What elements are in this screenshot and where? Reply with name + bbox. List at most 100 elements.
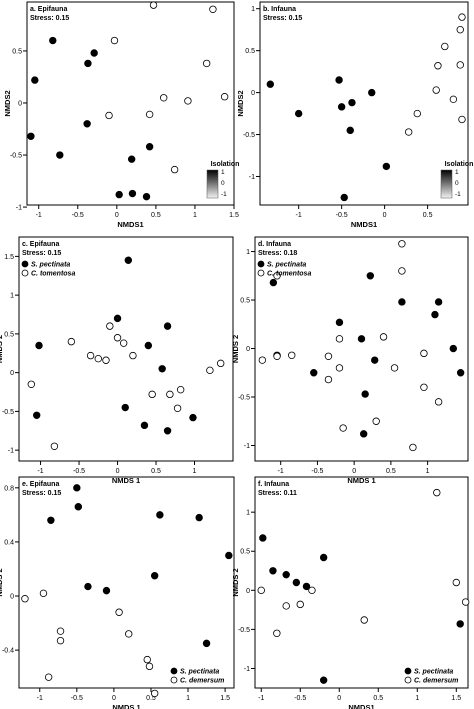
- point-open: [150, 689, 159, 698]
- point-open: [148, 390, 156, 399]
- point-open: [360, 616, 368, 624]
- point-open: [209, 5, 217, 13]
- point-open: [102, 356, 110, 364]
- y-tick-label: 0: [246, 588, 250, 595]
- point-open: [379, 333, 388, 341]
- stress-label: Stress: 0.15: [22, 490, 61, 497]
- legend-tick-label: 0: [455, 180, 459, 187]
- point-open: [67, 337, 76, 346]
- point-filled: [189, 413, 197, 422]
- point-open: [308, 586, 316, 595]
- y-tick-label: 0: [251, 90, 255, 97]
- panel-title: e. Epifauna: [22, 481, 59, 488]
- stress-label: Stress: 0.15: [263, 15, 302, 22]
- y-tick-label: -0.5: [2, 409, 14, 416]
- panel-a: -1 -0.5 0 0.5 1 1.5 -1 -0.5 0 0.5 NMDS1 NMDS2 a. Epi…: [3, 1, 240, 229]
- legend-entry: S. pectinata: [267, 262, 306, 269]
- point-open: [456, 25, 464, 34]
- point-open: [335, 335, 344, 343]
- x-tick-label: -1: [258, 695, 264, 702]
- point-filled: [431, 310, 439, 319]
- point-filled: [259, 534, 267, 542]
- legend-title: Isolation: [211, 161, 240, 168]
- y-axis-label: NMDS 2: [231, 568, 240, 596]
- point-open: [404, 128, 413, 136]
- legend-tick-label: -1: [455, 191, 461, 198]
- point-open: [113, 334, 122, 342]
- point-open: [119, 339, 128, 347]
- legend-tick-label: 0: [221, 180, 225, 187]
- point-open: [420, 383, 428, 392]
- x-tick-label: -1: [36, 212, 42, 219]
- point-filled: [449, 344, 458, 353]
- y-tick-label: -0.4: [2, 648, 14, 655]
- y-tick-label: -0.5: [238, 395, 250, 402]
- point-filled: [102, 586, 111, 595]
- legend-marker-filled: [21, 260, 29, 268]
- point-filled: [294, 109, 303, 118]
- point-filled: [195, 513, 203, 522]
- point-filled: [144, 341, 153, 350]
- point-open: [324, 375, 333, 384]
- x-tick-label: -0.5: [73, 468, 85, 475]
- point-filled: [150, 572, 159, 580]
- point-filled: [292, 578, 301, 587]
- point-open: [372, 417, 380, 425]
- y-axis-label: NMDS2: [3, 90, 12, 116]
- point-filled: [348, 98, 356, 107]
- legend-entry: C. demersum: [180, 678, 224, 685]
- panel-title: d. Infauna: [258, 241, 291, 248]
- legend-marker-filled: [257, 260, 265, 268]
- point-open: [220, 93, 229, 101]
- point-open: [420, 349, 428, 358]
- point-filled: [127, 155, 136, 163]
- point-open: [143, 655, 151, 664]
- legend-entry: S. pectinata: [31, 262, 70, 269]
- stress-label: Stress: 0.18: [258, 250, 297, 257]
- legend-marker-open: [21, 269, 29, 277]
- point-open: [398, 240, 406, 248]
- y-tick-label: 0: [246, 346, 250, 353]
- panel-d: -1 -0.5 0 0.5 1 -1 -0.5 0 0.5 1 NMDS 1 NMDS 2 d. Inf…: [231, 236, 469, 485]
- point-open: [166, 390, 174, 399]
- point-filled: [35, 341, 43, 350]
- y-tick-label: -1: [249, 174, 255, 181]
- point-open: [273, 272, 281, 280]
- isolation-gradient-bar: [440, 169, 453, 199]
- y-tick-label: -0.5: [243, 132, 255, 139]
- x-tick-label: 1: [186, 695, 190, 702]
- point-open: [106, 322, 114, 330]
- point-filled: [225, 551, 233, 560]
- x-tick-label: 0.5: [386, 468, 396, 475]
- x-tick-label: 1: [426, 468, 430, 475]
- point-filled: [121, 403, 129, 412]
- point-filled: [269, 567, 277, 575]
- point-open: [202, 59, 211, 68]
- stress-label: Stress: 0.15: [30, 15, 69, 22]
- panel-c: -1 -0.5 0 0.5 1 -1 -0.5 0 0.5 1 1.5 NMDS 1 NMDS 2 c. …: [0, 236, 234, 485]
- y-tick-label: -1: [244, 443, 250, 450]
- isolation-gradient-bar: [206, 169, 219, 199]
- point-open: [129, 351, 137, 360]
- x-tick-label: 0: [383, 212, 387, 219]
- point-filled: [140, 421, 149, 430]
- point-filled: [269, 278, 278, 287]
- point-open: [432, 86, 440, 94]
- point-filled: [163, 427, 172, 435]
- plot-frame: [18, 236, 234, 462]
- point-filled: [33, 411, 41, 419]
- point-filled: [398, 298, 406, 306]
- point-open: [94, 354, 102, 363]
- point-filled: [56, 151, 64, 159]
- point-filled: [49, 36, 57, 45]
- y-tick-label: -0.5: [10, 153, 22, 160]
- panel-b: -1 -0.5 0 0.5 -1 -0.5 0 0.5 1 NMDS1 NMDS2 b. Infaun…: [236, 1, 473, 229]
- legend-entry: C. tomentosa: [31, 271, 75, 278]
- point-filled: [145, 143, 154, 151]
- x-tick-label: -0.5: [311, 468, 323, 475]
- point-open: [449, 95, 458, 104]
- plot-frame: [18, 476, 235, 689]
- point-open: [452, 578, 460, 587]
- point-filled: [27, 132, 35, 140]
- point-filled: [31, 76, 39, 84]
